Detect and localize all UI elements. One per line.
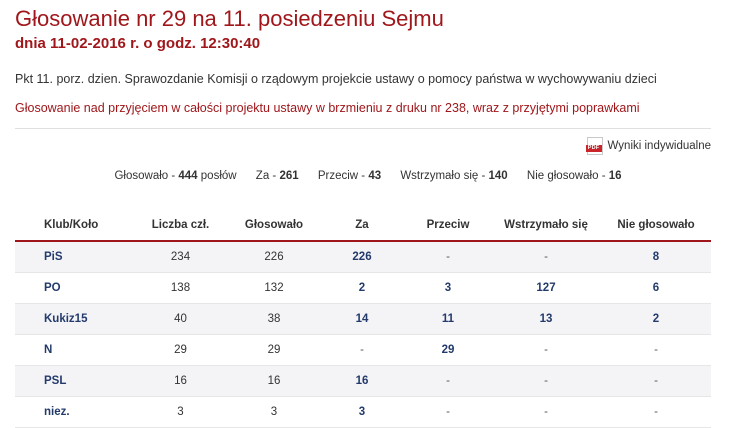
- pdf-icon-label: PDF: [585, 145, 602, 152]
- club-link[interactable]: PO: [15, 272, 132, 304]
- club-link[interactable]: N: [15, 334, 132, 366]
- against-cell: -: [405, 396, 491, 428]
- summary-abstained-value: 140: [488, 170, 508, 182]
- members-cell: 3: [132, 396, 229, 428]
- summary-for-label: Za -: [255, 170, 277, 182]
- col-header-not-voted: Nie głosowało: [601, 210, 711, 242]
- club-link[interactable]: Kukiz15: [15, 303, 132, 335]
- members-cell: 16: [132, 365, 229, 397]
- col-header-abstained: Wstrzymało się: [491, 210, 601, 242]
- for-count-link[interactable]: 226: [319, 241, 405, 273]
- not-voted-count-link[interactable]: 2: [601, 303, 711, 335]
- against-cell: -: [405, 241, 491, 273]
- col-header-club: Klub/Koło: [15, 210, 132, 242]
- page-title: Głosowanie nr 29 na 11. posiedzeniu Sejm…: [15, 6, 444, 31]
- abstained-cell: -: [491, 334, 601, 366]
- for-count-link[interactable]: 2: [319, 272, 405, 304]
- members-cell: 40: [132, 303, 229, 335]
- table-row: PiS 234 226 226 - - 8: [15, 241, 711, 273]
- vote-motion: Głosowanie nad przyjęciem w całości proj…: [15, 101, 640, 115]
- summary-voted-unit: posłów: [200, 170, 237, 182]
- not-voted-cell: -: [601, 396, 711, 428]
- summary-voted-label: Głosowało -: [114, 170, 176, 182]
- against-cell: -: [405, 365, 491, 397]
- summary-not-voted-value: 16: [608, 170, 622, 182]
- against-count-link[interactable]: 11: [405, 303, 491, 335]
- col-header-voted: Głosowało: [229, 210, 319, 242]
- abstained-cell: -: [491, 241, 601, 273]
- club-results-table: Klub/Koło Liczba czł. Głosowało Za Przec…: [15, 210, 711, 428]
- divider: [15, 128, 711, 129]
- individual-results-label[interactable]: Wyniki indywidualne: [607, 140, 711, 152]
- abstained-count-link[interactable]: 13: [491, 303, 601, 335]
- voted-cell: 3: [229, 396, 319, 428]
- voted-cell: 29: [229, 334, 319, 366]
- for-count-link[interactable]: 16: [319, 365, 405, 397]
- table-row: N 29 29 - 29 - -: [15, 334, 711, 366]
- col-header-against: Przeciw: [405, 210, 491, 242]
- individual-results-link[interactable]: PDF Wyniki indywidualne: [585, 137, 711, 155]
- table-header-row: Klub/Koło Liczba czł. Głosowało Za Przec…: [15, 210, 711, 242]
- summary-for-value: 261: [279, 170, 299, 182]
- agenda-item: Pkt 11. porz. dzien. Sprawozdanie Komisj…: [15, 72, 657, 86]
- voted-cell: 38: [229, 303, 319, 335]
- vote-datetime: dnia 11-02-2016 r. o godz. 12:30:40: [15, 35, 261, 52]
- table-row: PSL 16 16 16 - - -: [15, 365, 711, 397]
- voted-cell: 132: [229, 272, 319, 304]
- table-row: niez. 3 3 3 - - -: [15, 396, 711, 428]
- for-cell: -: [319, 334, 405, 366]
- pdf-file-icon[interactable]: PDF: [585, 137, 603, 155]
- members-cell: 29: [132, 334, 229, 366]
- against-count-link[interactable]: 29: [405, 334, 491, 366]
- club-link[interactable]: PiS: [15, 241, 132, 273]
- against-count-link[interactable]: 3: [405, 272, 491, 304]
- summary-voted-value: 444: [178, 170, 198, 182]
- col-header-members: Liczba czł.: [132, 210, 229, 242]
- for-count-link[interactable]: 3: [319, 396, 405, 428]
- summary-abstained-label: Wstrzymało się -: [400, 170, 486, 182]
- club-link[interactable]: PSL: [15, 365, 132, 397]
- vote-summary: Głosowało - 444 posłów Za - 261 Przeciw …: [0, 170, 736, 182]
- table-row: PO 138 132 2 3 127 6: [15, 272, 711, 304]
- for-count-link[interactable]: 14: [319, 303, 405, 335]
- voted-cell: 226: [229, 241, 319, 273]
- abstained-count-link[interactable]: 127: [491, 272, 601, 304]
- summary-against-value: 43: [368, 170, 382, 182]
- table-row: Kukiz15 40 38 14 11 13 2: [15, 303, 711, 335]
- members-cell: 234: [132, 241, 229, 273]
- club-link[interactable]: niez.: [15, 396, 132, 428]
- summary-against-label: Przeciw -: [317, 170, 366, 182]
- abstained-cell: -: [491, 396, 601, 428]
- not-voted-count-link[interactable]: 8: [601, 241, 711, 273]
- members-cell: 138: [132, 272, 229, 304]
- not-voted-cell: -: [601, 365, 711, 397]
- abstained-cell: -: [491, 365, 601, 397]
- summary-not-voted-label: Nie głosowało -: [526, 170, 606, 182]
- col-header-for: Za: [319, 210, 405, 242]
- voted-cell: 16: [229, 365, 319, 397]
- not-voted-count-link[interactable]: 6: [601, 272, 711, 304]
- not-voted-cell: -: [601, 334, 711, 366]
